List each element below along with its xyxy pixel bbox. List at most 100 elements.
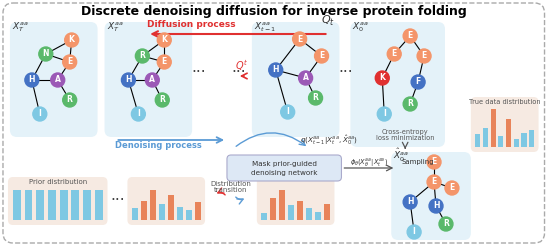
Circle shape: [63, 93, 76, 107]
Text: H: H: [29, 76, 35, 84]
Circle shape: [63, 55, 76, 69]
Bar: [297, 200, 303, 220]
Bar: [506, 119, 511, 147]
FancyBboxPatch shape: [350, 22, 445, 147]
Circle shape: [417, 49, 431, 63]
Text: $X_{t-1}^{aa}$: $X_{t-1}^{aa}$: [254, 20, 276, 33]
Text: N: N: [42, 49, 49, 59]
Text: H: H: [407, 198, 414, 206]
Text: E: E: [162, 58, 167, 66]
Text: E: E: [431, 157, 437, 167]
Text: $Q^t$: $Q^t$: [235, 58, 249, 73]
Text: A: A: [150, 76, 155, 84]
Text: I: I: [412, 228, 416, 236]
Circle shape: [375, 71, 389, 85]
Text: True data distribution: True data distribution: [469, 99, 541, 105]
Bar: [177, 206, 183, 220]
Circle shape: [135, 49, 149, 63]
Circle shape: [427, 155, 441, 169]
Text: K: K: [161, 35, 167, 45]
Text: H: H: [125, 76, 131, 84]
Bar: [59, 190, 68, 220]
Bar: [475, 134, 480, 147]
Text: R: R: [160, 95, 165, 105]
Bar: [521, 133, 526, 147]
Bar: [83, 190, 91, 220]
Bar: [185, 210, 192, 220]
Text: I: I: [286, 108, 289, 117]
FancyBboxPatch shape: [10, 22, 97, 137]
FancyBboxPatch shape: [471, 97, 538, 152]
Text: transition: transition: [214, 187, 248, 193]
Circle shape: [157, 55, 171, 69]
FancyBboxPatch shape: [252, 22, 339, 137]
Bar: [315, 212, 321, 220]
Circle shape: [407, 225, 421, 239]
Bar: [514, 139, 519, 147]
Circle shape: [309, 91, 322, 105]
Circle shape: [293, 32, 306, 46]
Circle shape: [145, 73, 160, 87]
Circle shape: [427, 175, 441, 189]
Text: E: E: [449, 184, 454, 193]
Circle shape: [429, 199, 443, 213]
Circle shape: [445, 181, 459, 195]
Text: H: H: [272, 65, 279, 75]
Text: E: E: [421, 51, 427, 61]
FancyBboxPatch shape: [128, 177, 205, 225]
Circle shape: [403, 195, 417, 209]
Bar: [13, 190, 21, 220]
Text: Sampling: Sampling: [401, 159, 434, 165]
Text: H: H: [433, 201, 439, 211]
Text: ···: ···: [232, 64, 246, 79]
Text: Mask prior-guided: Mask prior-guided: [252, 161, 317, 167]
FancyBboxPatch shape: [3, 3, 544, 243]
Bar: [25, 190, 32, 220]
Text: R: R: [443, 219, 449, 229]
Bar: [195, 202, 201, 220]
Text: R: R: [139, 51, 145, 61]
Text: A: A: [302, 74, 309, 82]
Bar: [36, 190, 44, 220]
Bar: [132, 208, 138, 220]
Circle shape: [387, 47, 401, 61]
Bar: [529, 130, 535, 147]
Bar: [306, 208, 312, 220]
Bar: [498, 136, 503, 147]
Text: $X_0^{aa}$: $X_0^{aa}$: [353, 20, 369, 33]
Bar: [150, 190, 156, 220]
Text: ···: ···: [192, 64, 206, 79]
Text: $X_T^{aa}$: $X_T^{aa}$: [107, 20, 123, 33]
Text: E: E: [297, 34, 302, 44]
FancyBboxPatch shape: [227, 155, 342, 181]
Circle shape: [403, 97, 417, 111]
Text: Denoising process: Denoising process: [116, 141, 202, 150]
FancyBboxPatch shape: [104, 22, 192, 137]
Text: Discrete denoising diffusion for inverse protein folding: Discrete denoising diffusion for inverse…: [81, 5, 466, 18]
Circle shape: [65, 33, 79, 47]
Text: R: R: [312, 93, 318, 103]
Text: R: R: [67, 95, 73, 105]
Bar: [483, 128, 488, 147]
Text: $\phi_\theta(X_\theta^{aa}|X_t^{aa})$: $\phi_\theta(X_\theta^{aa}|X_t^{aa})$: [350, 157, 388, 169]
Bar: [288, 205, 294, 220]
Text: $\bar{Q}_t$: $\bar{Q}_t$: [321, 12, 336, 28]
Text: F: F: [415, 77, 421, 87]
Circle shape: [269, 63, 283, 77]
Circle shape: [439, 217, 453, 231]
Circle shape: [25, 73, 39, 87]
Text: denoising network: denoising network: [251, 170, 317, 176]
Text: I: I: [137, 109, 140, 119]
Text: E: E: [408, 31, 412, 41]
Text: $q(X_{t-1}^{aa}|X_t^{aa},\hat{X}_0^{aa})$: $q(X_{t-1}^{aa}|X_t^{aa},\hat{X}_0^{aa})…: [300, 134, 358, 147]
Text: A: A: [55, 76, 60, 84]
Text: K: K: [379, 74, 385, 82]
Text: R: R: [407, 99, 413, 108]
Text: loss minimization: loss minimization: [376, 135, 434, 141]
Text: K: K: [69, 35, 75, 45]
Circle shape: [51, 73, 65, 87]
Bar: [72, 190, 79, 220]
Bar: [279, 190, 285, 220]
Text: E: E: [392, 49, 397, 59]
Text: I: I: [39, 109, 41, 119]
